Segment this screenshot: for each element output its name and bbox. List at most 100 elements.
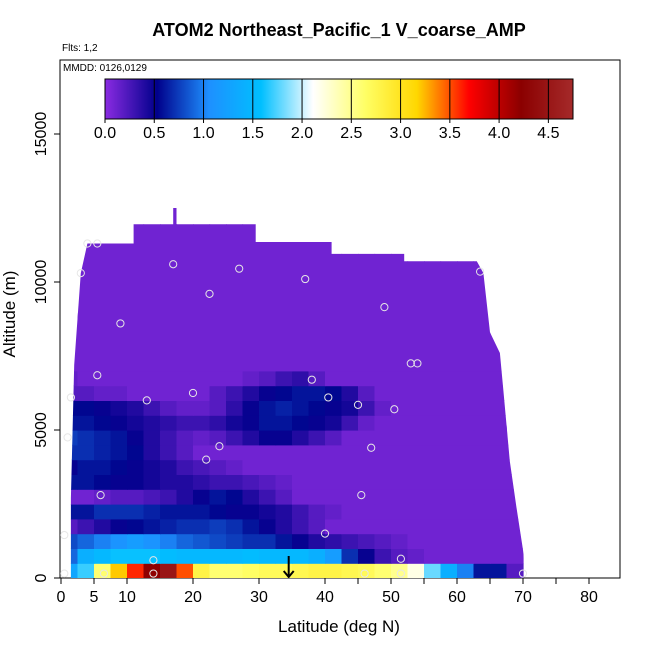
heatmap-cell [325, 370, 343, 387]
heatmap-cell [358, 400, 376, 416]
heatmap-cell [94, 370, 112, 387]
heatmap-cell [457, 385, 475, 401]
heatmap-cell [143, 385, 161, 401]
heatmap-cell [160, 444, 178, 461]
heatmap-cell [193, 415, 211, 431]
heatmap-cell [424, 459, 442, 475]
heatmap-cell [457, 430, 475, 446]
heatmap-cell [242, 208, 260, 372]
heatmap-cell [226, 548, 244, 564]
heatmap-cell [325, 474, 343, 490]
heatmap-cell [308, 208, 326, 372]
heatmap-cell [160, 208, 178, 372]
heatmap-cell [407, 400, 425, 416]
heatmap-cell [160, 430, 178, 446]
heatmap-cell [209, 489, 227, 505]
heatmap-cell [424, 385, 442, 401]
heatmap-cell [292, 415, 310, 431]
heatmap-cell [440, 430, 458, 446]
sample-point [205, 289, 214, 298]
heatmap-cell [160, 370, 178, 387]
heatmap-cell [457, 459, 475, 475]
x-tick-label: 40 [316, 589, 334, 606]
heatmap-cell [176, 518, 194, 535]
heatmap-cell [70, 370, 79, 387]
heatmap-cell [424, 489, 442, 505]
heatmap-cell [308, 563, 326, 578]
heatmap-cell [440, 474, 458, 490]
heatmap-cell [127, 430, 145, 446]
heatmap-cell [490, 444, 508, 461]
heatmap-cell [176, 385, 194, 401]
heatmap-cell [473, 518, 491, 535]
heatmap-cell [341, 563, 359, 578]
heatmap-cells [70, 208, 524, 578]
sample-point [396, 569, 405, 578]
x-tick-label: 50 [382, 589, 400, 606]
heatmap-cell [407, 548, 425, 564]
heatmap-cell [193, 474, 211, 490]
heatmap-cell [94, 415, 112, 431]
heatmap-cell [292, 504, 310, 520]
heatmap-cell [391, 533, 409, 549]
heatmap-cell [341, 489, 359, 505]
heatmap-cell [242, 444, 260, 461]
heatmap-cell [407, 489, 425, 505]
colorbar-tick-label: 2.5 [340, 125, 362, 142]
heatmap-cell [275, 474, 293, 490]
heatmap-cell [424, 504, 442, 520]
heatmap-cell [94, 400, 112, 416]
heatmap-cell [143, 504, 161, 520]
heatmap-cell [457, 415, 475, 431]
heatmap-cell [358, 370, 376, 387]
heatmap-cell [490, 548, 508, 564]
heatmap-cell [391, 563, 409, 578]
heatmap-cell [374, 474, 392, 490]
heatmap-cell [77, 400, 95, 416]
heatmap-cell [259, 400, 277, 416]
heatmap-cell [110, 370, 128, 387]
heatmap-cell [391, 430, 409, 446]
heatmap-cell [94, 563, 112, 578]
heatmap-cell [259, 415, 277, 431]
sample-point [76, 269, 85, 278]
heatmap-cell [374, 489, 392, 505]
heatmap-cell [407, 563, 425, 578]
heatmap-cell [110, 385, 128, 401]
heatmap-cell [292, 370, 310, 387]
heatmap-cell [308, 518, 326, 535]
heatmap-cell [325, 489, 343, 505]
heatmap-cell [143, 489, 161, 505]
heatmap-cell [226, 504, 244, 520]
heatmap-cell [110, 430, 128, 446]
heatmap-cell [127, 489, 145, 505]
heatmap-cell [292, 563, 310, 578]
heatmap-cell [292, 459, 310, 475]
colorbar-tick-label: 4.0 [488, 125, 510, 142]
heatmap-cell [473, 415, 491, 431]
sample-point [413, 359, 422, 368]
heatmap-cell [226, 533, 244, 549]
heatmap-cell [490, 518, 508, 535]
heatmap-cell [457, 474, 475, 490]
heatmap-cell [242, 474, 260, 490]
heatmap-cell [259, 444, 277, 461]
heatmap-cell [440, 489, 458, 505]
sample-point [357, 491, 366, 500]
heatmap-cell [77, 370, 95, 387]
heatmap-cell [325, 430, 343, 446]
heatmap-cell [143, 415, 161, 431]
heatmap-cell [424, 474, 442, 490]
heatmap-cell [308, 548, 326, 564]
heatmap-cell [490, 459, 508, 475]
heatmap-cell [160, 385, 178, 401]
heatmap-cell [176, 563, 194, 578]
heatmap-cell [424, 533, 442, 549]
heatmap-cell [70, 444, 79, 461]
heatmap-cell [209, 370, 227, 387]
heatmap-cell [473, 504, 491, 520]
heatmap-cell [209, 208, 227, 372]
heatmap-cell [209, 548, 227, 564]
sample-point [60, 569, 69, 578]
heatmap-cell [490, 563, 508, 578]
